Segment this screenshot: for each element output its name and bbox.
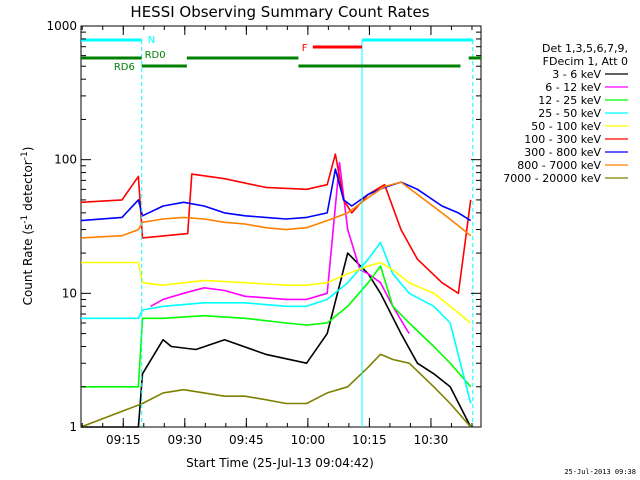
night-label: N [148, 35, 155, 46]
legend-header-line-2: FDecim 1, Att 0 [543, 55, 628, 68]
y-label-sup-1: -1 [20, 215, 30, 224]
y-label-sup-2: -1 [20, 151, 30, 160]
legend-label-4: 50 - 100 keV [531, 120, 601, 133]
legend: Det 1,3,5,6,7,9, FDecim 1, Att 0 3 - 6 k… [503, 42, 628, 185]
series-line-0 [81, 252, 472, 428]
y-axis-label: Count Rate (s-1 detector-1) [20, 147, 35, 306]
legend-label-1: 6 - 12 keV [545, 81, 601, 94]
series-line-4 [81, 261, 472, 324]
series-line-7 [80, 181, 472, 239]
rd6-label: RD6 [114, 62, 135, 73]
series-line-2 [81, 265, 472, 388]
x-tick-label: 10:30 [414, 433, 449, 447]
y-tick-label: 1 [69, 420, 77, 434]
legend-label-2: 12 - 25 keV [538, 94, 601, 107]
x-tick-label: 10:15 [352, 433, 387, 447]
plot-frame [80, 25, 482, 428]
legend-label-5: 100 - 300 keV [524, 133, 601, 146]
series-line-6 [80, 168, 472, 222]
x-axis-label: Start Time (25-Jul-13 09:04:42) [186, 456, 374, 470]
plot-area: N F RD0 RD6 [80, 25, 482, 428]
series-line-3 [81, 241, 472, 404]
y-label-part-b: detector [21, 160, 35, 215]
x-tick-label: 09:30 [167, 433, 202, 447]
x-axis: 09:15 09:30 09:45 10:00 10:15 10:30 [81, 26, 473, 447]
y-label-part-c: ) [21, 147, 35, 152]
series-layer [80, 153, 472, 428]
series-line-5 [80, 153, 472, 295]
legend-label-8: 7000 - 20000 keV [503, 172, 601, 185]
series-line-1 [150, 161, 410, 335]
x-tick-label: 09:45 [229, 433, 264, 447]
legend-label-3: 25 - 50 keV [538, 107, 601, 120]
chart-title: HESSI Observing Summary Count Rates [130, 3, 429, 21]
rd0-label: RD0 [145, 50, 166, 61]
y-label-part-a: Count Rate (s [21, 224, 35, 306]
annotation-layer: N F RD0 RD6 [81, 35, 481, 427]
y-tick-label: 100 [54, 153, 77, 167]
y-tick-label: 1000 [46, 19, 77, 33]
y-axis: 1 10 100 1000 [46, 19, 481, 434]
x-tick-label: 10:00 [291, 433, 326, 447]
legend-label-0: 3 - 6 keV [552, 68, 601, 81]
timestamp: 25-Jul-2013 09:38 [564, 468, 636, 476]
legend-label-6: 300 - 800 keV [524, 146, 601, 159]
series-line-8 [80, 353, 472, 428]
y-tick-label: 10 [62, 286, 77, 300]
legend-header-line-1: Det 1,3,5,6,7,9, [542, 42, 628, 55]
x-tick-label: 09:15 [106, 433, 141, 447]
flare-label: F [302, 43, 308, 54]
legend-label-7: 800 - 7000 keV [517, 159, 601, 172]
